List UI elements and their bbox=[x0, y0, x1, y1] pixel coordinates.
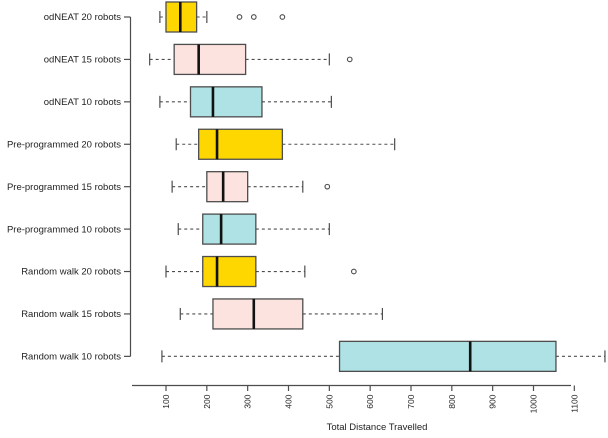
x-tick-label: 1100 bbox=[569, 394, 579, 413]
x-tick-label: 700 bbox=[406, 394, 416, 408]
row-label: Pre-programmed 20 robots bbox=[7, 139, 121, 150]
box-row-8 bbox=[179, 298, 384, 330]
x-tick-label: 1000 bbox=[528, 394, 538, 413]
box-row-9 bbox=[161, 340, 606, 373]
box-row-5 bbox=[171, 171, 331, 203]
iqr-box bbox=[198, 128, 284, 160]
x-axis-title: Total Distance Travelled bbox=[327, 422, 428, 433]
outlier-point bbox=[350, 268, 357, 275]
x-tick-label: 300 bbox=[243, 394, 253, 408]
row-label: odNEAT 15 robots bbox=[44, 55, 122, 66]
x-tick-label: 400 bbox=[283, 394, 293, 408]
row-label: Pre-programmed 10 robots bbox=[7, 224, 121, 235]
row-label: odNEAT 10 robots bbox=[44, 97, 122, 108]
row-label: Random walk 20 robots bbox=[21, 267, 121, 278]
iqr-box bbox=[206, 171, 249, 203]
x-tick-label: 500 bbox=[324, 394, 334, 408]
iqr-box bbox=[212, 298, 304, 330]
row-label: Random walk 15 robots bbox=[21, 309, 121, 320]
row-label: odNEAT 20 robots bbox=[44, 12, 122, 23]
outlier-point bbox=[346, 56, 353, 63]
row-label: Random walk 10 robots bbox=[21, 352, 121, 363]
box-row-3 bbox=[159, 86, 332, 118]
iqr-box bbox=[173, 43, 247, 76]
row-label: Pre-programmed 15 robots bbox=[7, 182, 121, 193]
x-tick-label: 200 bbox=[202, 394, 212, 408]
outlier-point bbox=[236, 14, 243, 20]
iqr-box bbox=[202, 255, 257, 288]
x-tick-label: 100 bbox=[161, 394, 171, 408]
box-row-2 bbox=[149, 43, 353, 76]
outlier-point bbox=[250, 14, 257, 20]
x-tick-label: 800 bbox=[447, 394, 457, 408]
box-row-4 bbox=[175, 128, 396, 160]
iqr-box bbox=[202, 213, 257, 245]
outlier-point bbox=[324, 183, 331, 190]
boxplot-rows bbox=[149, 1, 606, 373]
box-row-1 bbox=[159, 1, 286, 33]
boxplot-axes: odNEAT 20 robots odNEAT 15 robots odNEAT 1… bbox=[7, 12, 579, 413]
box-row-6 bbox=[177, 213, 330, 245]
iqr-box bbox=[338, 340, 557, 373]
outlier-point bbox=[279, 14, 286, 20]
box-row-7 bbox=[165, 255, 357, 288]
x-tick-label: 600 bbox=[365, 394, 375, 408]
x-tick-label: 900 bbox=[488, 394, 498, 408]
iqr-box bbox=[189, 86, 263, 118]
